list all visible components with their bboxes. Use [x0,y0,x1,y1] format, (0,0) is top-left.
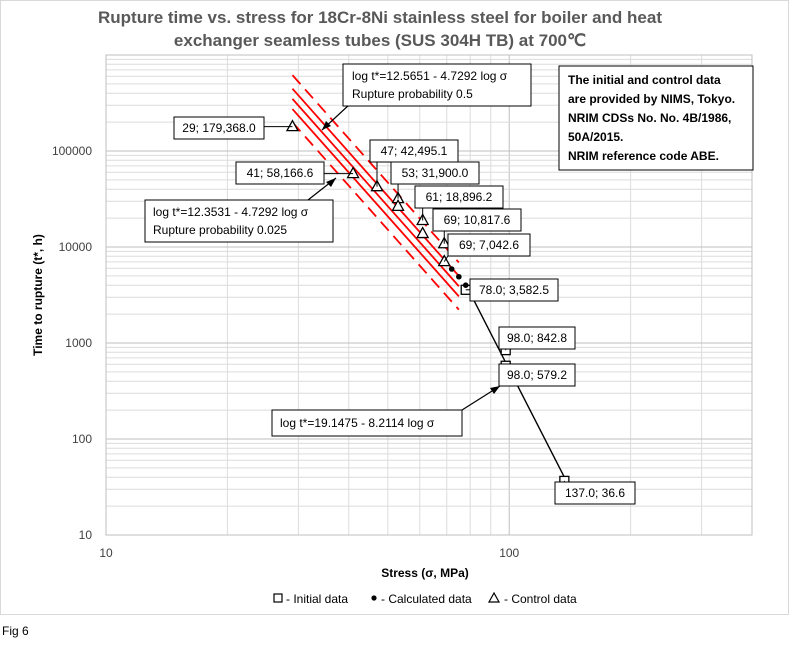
note-line-4: 50A/2015. [568,130,623,144]
point-label: 61; 18,896.2 [426,190,493,204]
point-label: 53; 31,900.0 [402,166,469,180]
callout-leader [443,255,449,262]
plot-border [105,54,753,536]
data-source-note: The initial and control data are provide… [558,65,754,171]
tick-labels: 10 100 10 100 1000 10000 100000 [52,144,520,560]
point-label: 47; 42,495.1 [381,144,448,158]
y-axis-label: Time to rupture (t*, h) [31,234,45,356]
x-tick-label: 100 [499,546,519,560]
note-line-1: The initial and control data [568,73,721,87]
point-label-box [432,208,522,232]
legend-calculated-label: - Calculated data [381,592,472,606]
callouts: 29; 179,368.0 41; 58,166.6 47; 42,495.1 53;… [173,116,636,505]
point-label-box [498,326,576,350]
point-label-box [235,161,325,185]
point-label-box [469,278,559,302]
point-label: 29; 179,368.0 [182,121,256,135]
point-label-box [414,185,504,209]
legend-initial-label: - Initial data [286,592,348,606]
y-tick-label: 10 [79,528,93,542]
fit-median-equation: log t*=12.5651 - 4.7292 log σ [352,69,508,83]
note-line-2: are provided by NIMS, Tokyo. [568,92,735,106]
control-data-point [391,199,405,212]
x-tick-label: 10 [99,546,113,560]
y-tick-label: 100000 [52,144,92,158]
control-data-point [437,254,451,267]
legend-square-icon [273,593,283,603]
note-line-3: NRIM CDSs No. No. 4B/1986, [568,111,731,125]
point-label: 69; 7,042.6 [459,238,519,252]
chart-title-line-2: exchanger seamless tubes (SUS 304H TB) a… [174,31,586,50]
fit-lower-probability: Rupture probability 0.025 [153,223,287,237]
legend-dot-icon [371,595,377,601]
y-tick-label: 100 [72,432,92,446]
point-label-box [554,481,636,505]
fit-median-probability: Rupture probability 0.5 [352,87,473,101]
point-label: 69; 10,817.6 [444,213,511,227]
point-label-box [498,363,576,387]
y-tick-label: 10000 [59,240,93,254]
plot-frame [105,54,753,536]
fit-callout-median: log t*=12.5651 - 4.7292 log σ Rupture pr… [321,63,532,131]
control-data-point [346,166,360,179]
point-label-box [447,233,531,257]
figure-caption: Fig 6 [2,624,29,638]
fit-callout-lower: log t*=12.3531 - 4.7292 log σ Rupture pr… [144,177,337,243]
calculated-data-point [456,273,462,280]
point-label: 41; 58,166.6 [247,166,314,180]
legend-triangle-icon [487,591,501,603]
note-line-5: NRIM reference code ABE. [568,149,719,163]
control-data-point [285,119,300,132]
fit-line-4 [291,74,460,264]
point-label: 78.0; 3,582.5 [479,283,549,297]
point-label-box [173,116,265,140]
fit-callout-high-stress: log t*=19.1475 - 8.2114 log σ [271,385,501,437]
fit-line-3 [291,98,460,287]
point-label: 98.0; 579.2 [507,368,567,382]
point-label: 98.0; 842.8 [507,331,567,345]
fit-lower-equation: log t*=12.3531 - 4.7292 log σ [153,205,309,219]
y-tick-label: 1000 [65,336,92,350]
calculated-data-point [462,282,469,289]
point-label: 137.0; 36.6 [565,486,625,500]
legend-control-label: - Control data [504,592,577,606]
control-data-point [416,226,430,239]
fit-high-stress-equation: log t*=19.1475 - 8.2114 log σ [280,416,435,430]
point-label-box [390,161,480,185]
legend: - Initial data - Calculated data - Contr… [273,591,577,606]
fit-line-2 [291,108,460,297]
chart-title-line-1: Rupture time vs. stress for 18Cr-8Ni sta… [98,8,662,27]
x-axis-label: Stress (σ, MPa) [381,566,469,580]
fit-line-5 [291,121,460,311]
calculated-data-point [448,266,455,272]
